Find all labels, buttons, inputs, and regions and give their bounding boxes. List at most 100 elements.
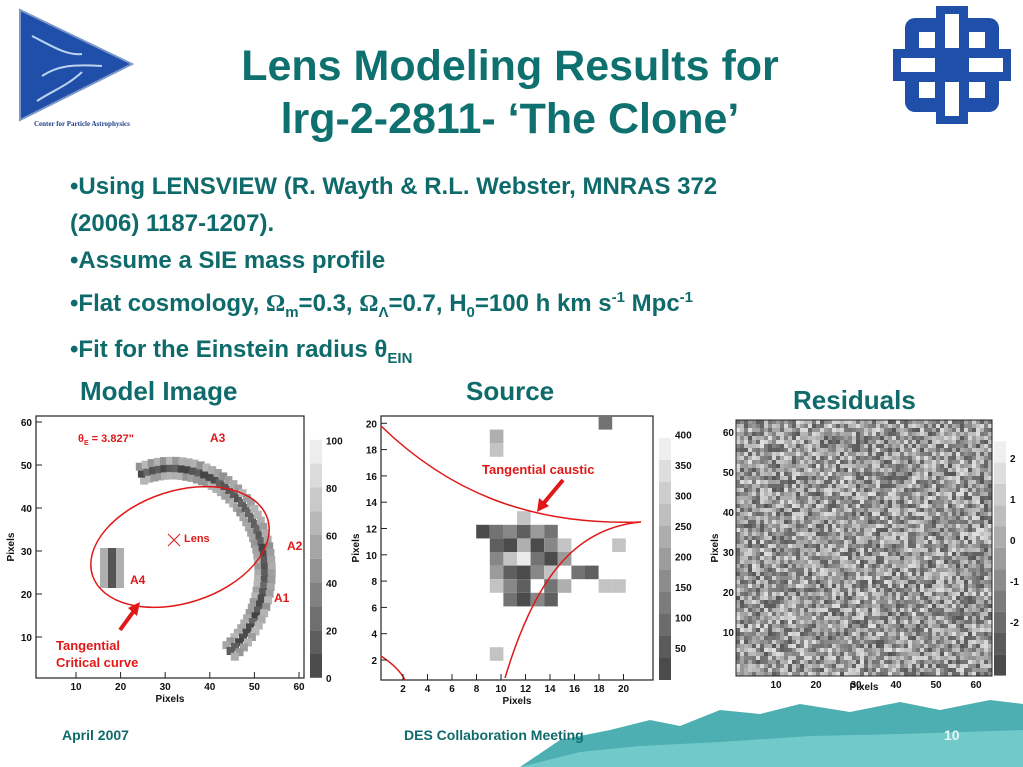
residual-pixel [976,548,980,552]
residual-pixel [764,520,768,524]
residual-pixel [820,476,824,480]
residual-pixel [944,548,948,552]
residual-pixel [884,668,888,672]
residual-pixel [980,628,984,632]
residual-pixel [932,528,936,532]
residual-pixel [816,420,820,424]
residual-pixel [976,584,980,588]
residual-pixel [788,612,792,616]
model-pixel [252,586,261,595]
residual-pixel [836,540,840,544]
residual-pixel [740,648,744,652]
residual-pixel [900,428,904,432]
residual-pixel [856,584,860,588]
residual-pixel [876,544,880,548]
residual-pixel [968,428,972,432]
residual-pixel [864,644,868,648]
residual-pixel [852,568,856,572]
residual-pixel [892,652,896,656]
residual-pixel [856,644,860,648]
residual-pixel [804,468,808,472]
residual-pixel [872,500,876,504]
residual-pixel [884,660,888,664]
residual-pixel [856,508,860,512]
residual-pixel [872,632,876,636]
residual-pixel [840,492,844,496]
residual-pixel [852,540,856,544]
residual-pixel [796,660,800,664]
residual-pixel [988,556,992,560]
residual-pixel [768,572,772,576]
residual-pixel [940,512,944,516]
residual-pixel [836,600,840,604]
residual-pixel [792,648,796,652]
residual-pixel [968,476,972,480]
residual-pixel [808,592,812,596]
residual-pixel [760,592,764,596]
residual-pixel [872,672,876,676]
residual-pixel [740,488,744,492]
residual-pixel [924,656,928,660]
residual-pixel [944,468,948,472]
residual-pixel [860,596,864,600]
residual-pixel [832,452,836,456]
residual-pixel [968,488,972,492]
residual-pixel [912,604,916,608]
residual-pixel [848,492,852,496]
residual-pixel [872,508,876,512]
model-pixel [172,464,180,473]
source-colorbar-tick-label: 50 [675,644,687,655]
residual-pixel [812,588,816,592]
residual-pixel [912,480,916,484]
residual-pixel [908,496,912,500]
residual-pixel [936,668,940,672]
residual-pixel [800,628,804,632]
residual-pixel [928,452,932,456]
residual-pixel [860,612,864,616]
residual-pixel [952,640,956,644]
residual-pixel [976,512,980,516]
residual-pixel [736,628,740,632]
residual-pixel [984,496,988,500]
residual-pixel [936,560,940,564]
residual-pixel [984,492,988,496]
residual-pixel [872,648,876,652]
residual-pixel [988,448,992,452]
residual-pixel [832,628,836,632]
residual-pixel [852,500,856,504]
residual-pixel [868,432,872,436]
residual-pixel [820,632,824,636]
residual-pixel [800,644,804,648]
residual-pixel [864,468,868,472]
residual-pixel [764,668,768,672]
residual-pixel [964,468,968,472]
residual-pixel [904,536,908,540]
residual-pixel [900,648,904,652]
residual-pixel [816,664,820,668]
residual-pixel [800,448,804,452]
residual-pixel [812,672,816,676]
residual-pixel [972,652,976,656]
residual-pixel [744,460,748,464]
residual-pixel [896,436,900,440]
residual-pixel [880,468,884,472]
model-pixel [145,474,154,483]
residual-pixel [984,632,988,636]
residual-pixel [884,556,888,560]
residual-pixel [848,592,852,596]
residual-pixel [932,568,936,572]
residual-pixel [904,636,908,640]
residual-pixel [912,424,916,428]
residual-pixel [872,568,876,572]
residual-pixel [844,484,848,488]
residual-pixel [920,500,924,504]
residual-pixel [928,648,932,652]
residual-pixel [956,644,960,648]
residual-pixel [784,472,788,476]
residual-pixel [812,464,816,468]
residual-pixel [920,536,924,540]
residual-pixel [880,608,884,612]
residual-pixel [780,516,784,520]
residual-pixel [952,476,956,480]
